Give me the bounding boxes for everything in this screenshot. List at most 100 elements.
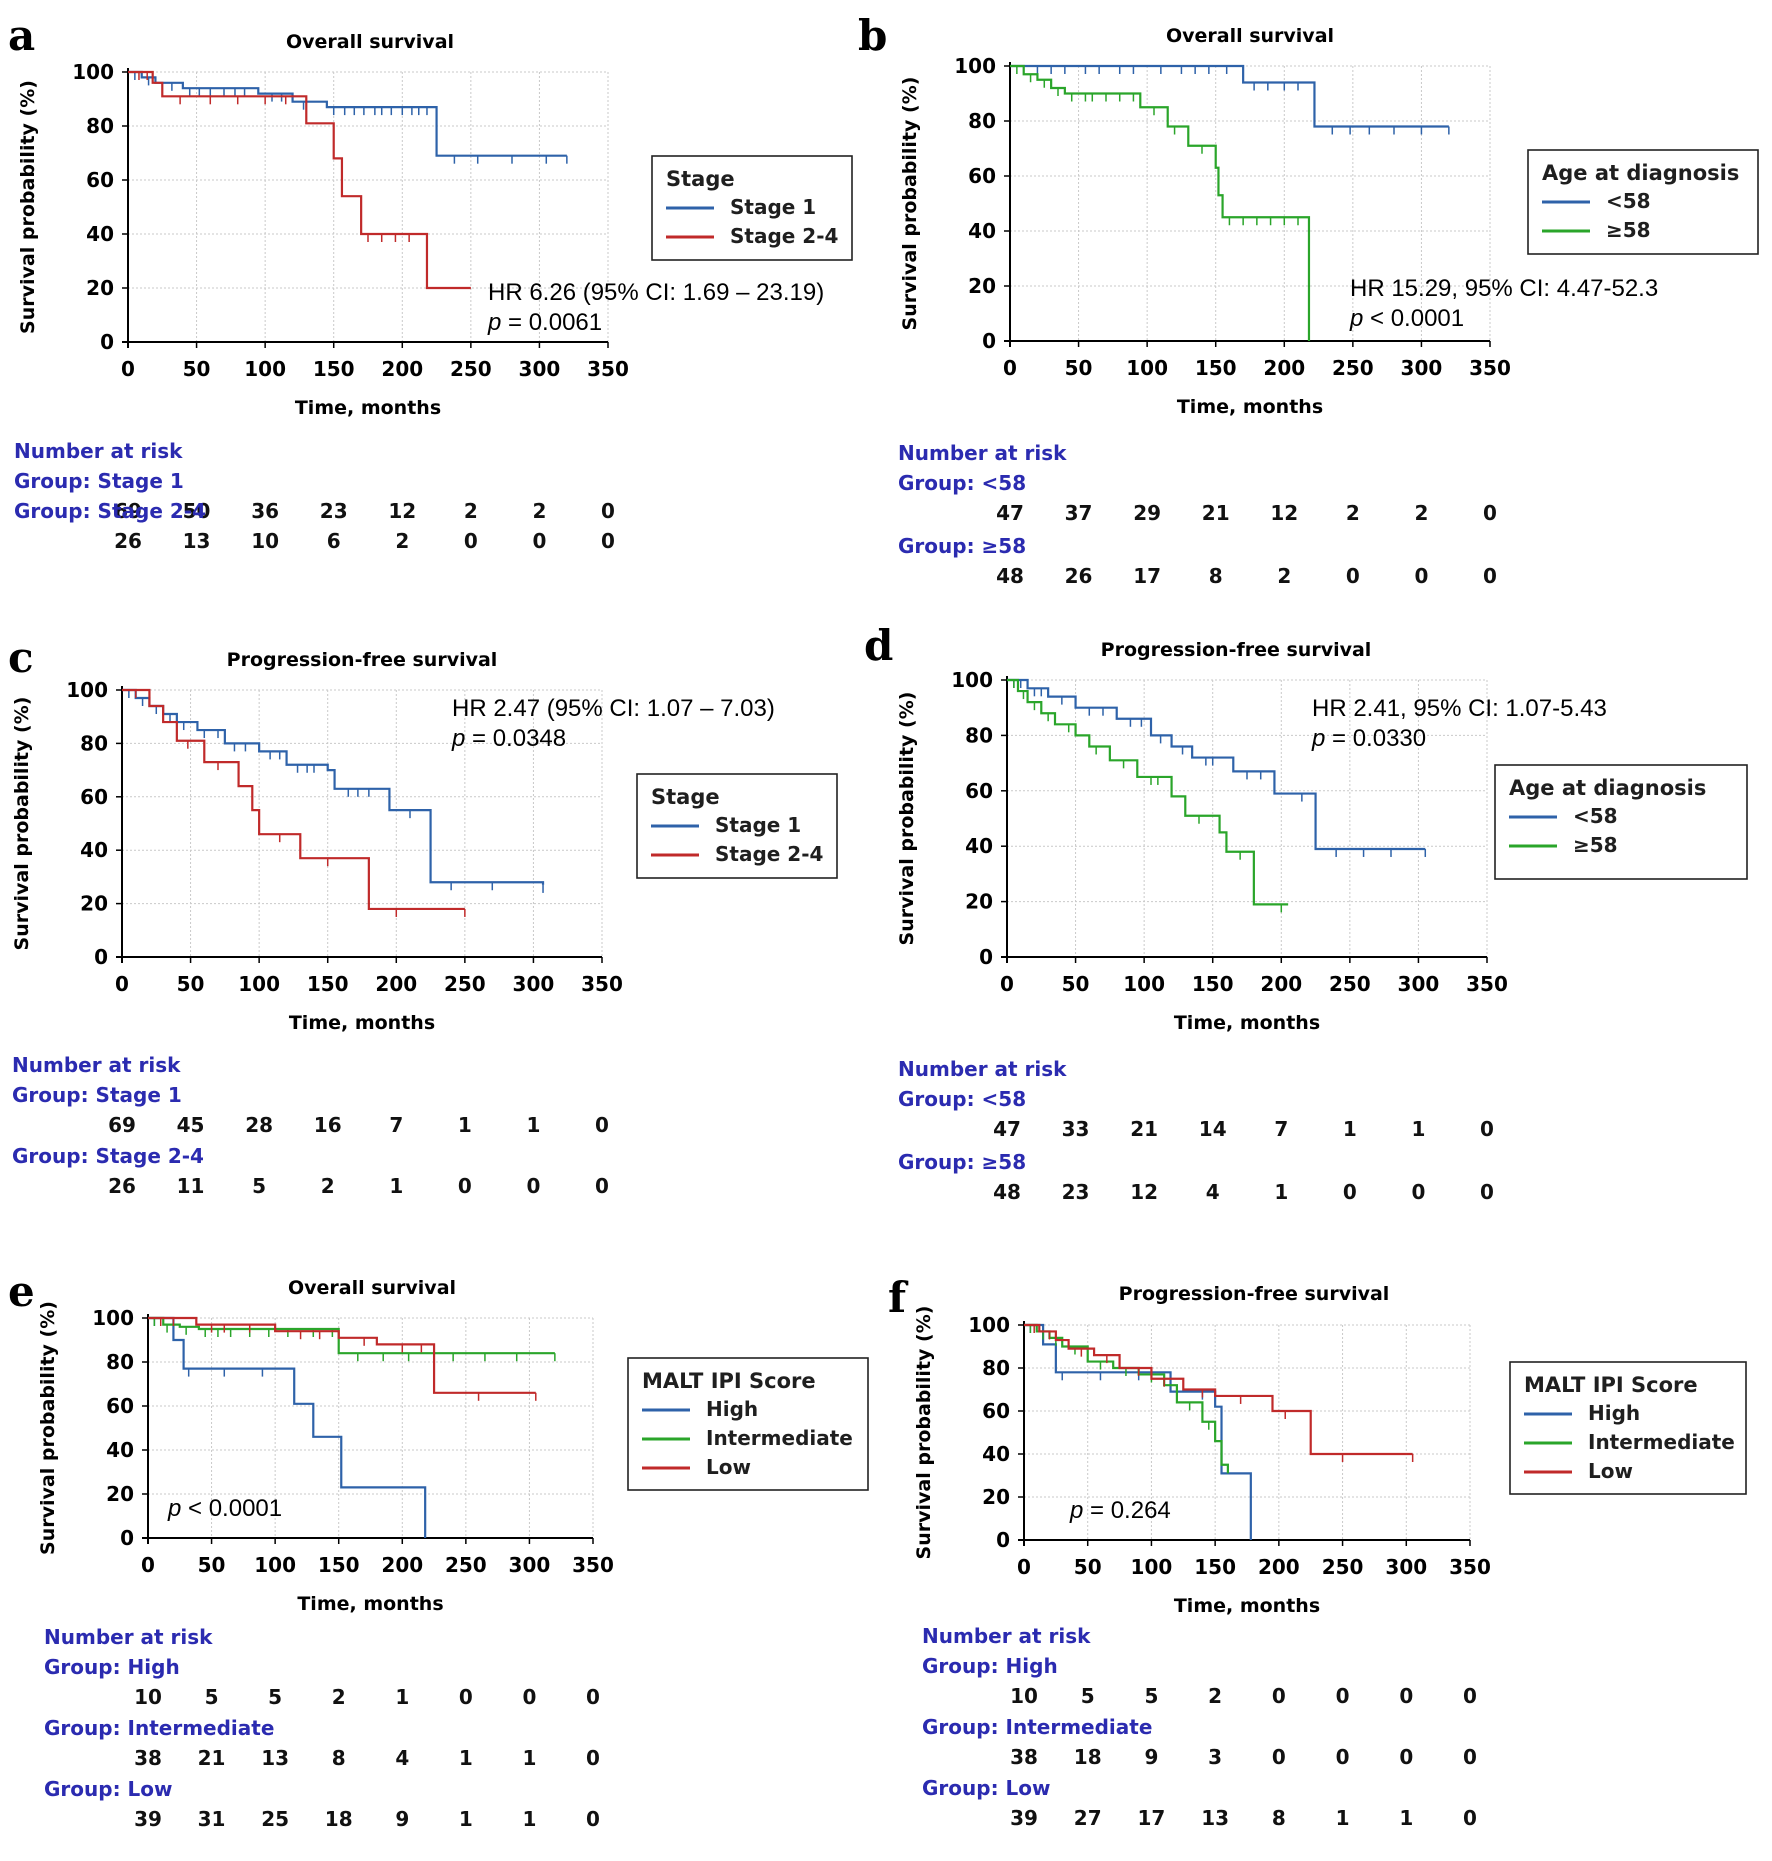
risk-count: 0	[586, 1746, 600, 1770]
y-tick-label: 80	[965, 723, 993, 747]
y-tick-label: 20	[86, 276, 114, 300]
risk-count: 1	[1336, 1806, 1350, 1830]
risk-count: 0	[1463, 1806, 1477, 1830]
risk-count: 48	[996, 564, 1024, 588]
risk-count: 2	[395, 529, 409, 553]
y-tick-label: 0	[94, 945, 108, 969]
risk-table-header: Number at risk	[922, 1624, 1091, 1648]
legend-item: <58	[1573, 804, 1618, 828]
x-tick-label: 350	[1449, 1555, 1491, 1579]
risk-count: 0	[1483, 564, 1497, 588]
y-tick-label: 0	[996, 1528, 1010, 1552]
x-tick-label: 0	[115, 972, 129, 996]
legend-title: MALT IPI Score	[1524, 1373, 1698, 1397]
stat-annotation: HR 2.41, 95% CI: 1.07-5.43	[1312, 695, 1607, 722]
risk-group-label: Group: High	[922, 1654, 1058, 1678]
y-tick-label: 40	[86, 222, 114, 246]
risk-group-label: Group: Intermediate	[922, 1715, 1152, 1739]
curve--58	[1007, 678, 1289, 906]
x-tick-label: 250	[1329, 972, 1371, 996]
x-tick-label: 300	[1401, 356, 1443, 380]
x-tick-label: 150	[1194, 1555, 1236, 1579]
risk-count: 7	[389, 1113, 403, 1137]
x-tick-label: 200	[381, 1553, 423, 1577]
x-axis-label: Time, months	[1174, 1595, 1320, 1617]
y-tick-label: 100	[66, 678, 108, 702]
x-tick-label: 100	[1123, 972, 1165, 996]
risk-count: 23	[320, 499, 348, 523]
risk-count: 12	[388, 499, 416, 523]
x-axis-label: Time, months	[289, 1012, 435, 1034]
risk-count: 0	[532, 529, 546, 553]
stat-annotation: p = 0.0348	[451, 725, 566, 752]
x-tick-label: 200	[1260, 972, 1302, 996]
legend-box	[1494, 764, 1748, 880]
risk-count: 0	[1399, 1684, 1413, 1708]
y-tick-label: 80	[80, 731, 108, 755]
stat-text: = 0.264	[1083, 1497, 1170, 1524]
panel-label: e	[8, 1267, 35, 1316]
risk-count: 47	[993, 1117, 1021, 1141]
risk-count: 5	[268, 1685, 282, 1709]
risk-count: 0	[1483, 501, 1497, 525]
x-tick-label: 250	[450, 357, 492, 381]
curve-intermediate	[1024, 1323, 1229, 1474]
risk-count: 7	[1274, 1117, 1288, 1141]
risk-count: 10	[1010, 1684, 1038, 1708]
x-tick-label: 250	[444, 972, 486, 996]
risk-count: 14	[1199, 1117, 1227, 1141]
y-tick-label: 60	[80, 785, 108, 809]
x-axis-label: Time, months	[1174, 1012, 1320, 1034]
risk-count: 18	[325, 1807, 353, 1831]
risk-count: 0	[1272, 1745, 1286, 1769]
x-tick-label: 350	[1469, 356, 1511, 380]
x-axis-label: Time, months	[295, 397, 441, 419]
risk-count: 1	[459, 1746, 473, 1770]
panel-label: f	[888, 1273, 909, 1322]
curve-high	[148, 1316, 427, 1538]
legend-item: ≥58	[1573, 833, 1618, 857]
stat-annotation: p < 0.0001	[167, 1495, 282, 1522]
risk-count: 0	[1336, 1745, 1350, 1769]
y-tick-label: 100	[92, 1306, 134, 1330]
risk-count: 18	[1074, 1745, 1102, 1769]
x-tick-label: 200	[1263, 356, 1305, 380]
risk-count: 0	[1343, 1180, 1357, 1204]
risk-table-header: Number at risk	[44, 1625, 213, 1649]
x-tick-label: 350	[1466, 972, 1508, 996]
risk-group-label: Group: Stage 2-4	[12, 1144, 204, 1168]
risk-count: 1	[1411, 1117, 1425, 1141]
risk-count: 13	[183, 529, 211, 553]
x-tick-label: 50	[1065, 356, 1093, 380]
risk-count: 16	[314, 1113, 342, 1137]
y-tick-label: 80	[968, 109, 996, 133]
stat-text: p	[1311, 725, 1325, 752]
legend-title: Stage	[666, 167, 735, 191]
x-tick-label: 250	[445, 1553, 487, 1577]
x-tick-label: 50	[177, 972, 205, 996]
risk-group-label: Group: Stage 1	[12, 1083, 182, 1107]
risk-count: 0	[1414, 564, 1428, 588]
risk-count: 9	[395, 1807, 409, 1831]
x-tick-label: 250	[1332, 356, 1374, 380]
chart-title: Progression-free survival	[227, 649, 498, 671]
risk-count: 4	[1206, 1180, 1220, 1204]
risk-count: 0	[1336, 1684, 1350, 1708]
risk-count: 69	[114, 499, 142, 523]
chart-title: Progression-free survival	[1101, 639, 1372, 661]
y-tick-label: 100	[951, 668, 993, 692]
risk-count: 25	[261, 1807, 289, 1831]
curve-stage-2-4	[128, 70, 471, 290]
risk-count: 17	[1133, 564, 1161, 588]
y-tick-label: 0	[100, 330, 114, 354]
risk-count: 2	[332, 1685, 346, 1709]
x-tick-label: 50	[198, 1553, 226, 1577]
curve-stage-2-4	[122, 688, 465, 911]
y-tick-label: 20	[80, 892, 108, 916]
risk-count: 28	[245, 1113, 273, 1137]
risk-count: 1	[459, 1807, 473, 1831]
risk-count: 1	[1343, 1117, 1357, 1141]
y-tick-label: 100	[968, 1313, 1010, 1337]
y-tick-label: 20	[106, 1482, 134, 1506]
y-tick-label: 80	[982, 1356, 1010, 1380]
